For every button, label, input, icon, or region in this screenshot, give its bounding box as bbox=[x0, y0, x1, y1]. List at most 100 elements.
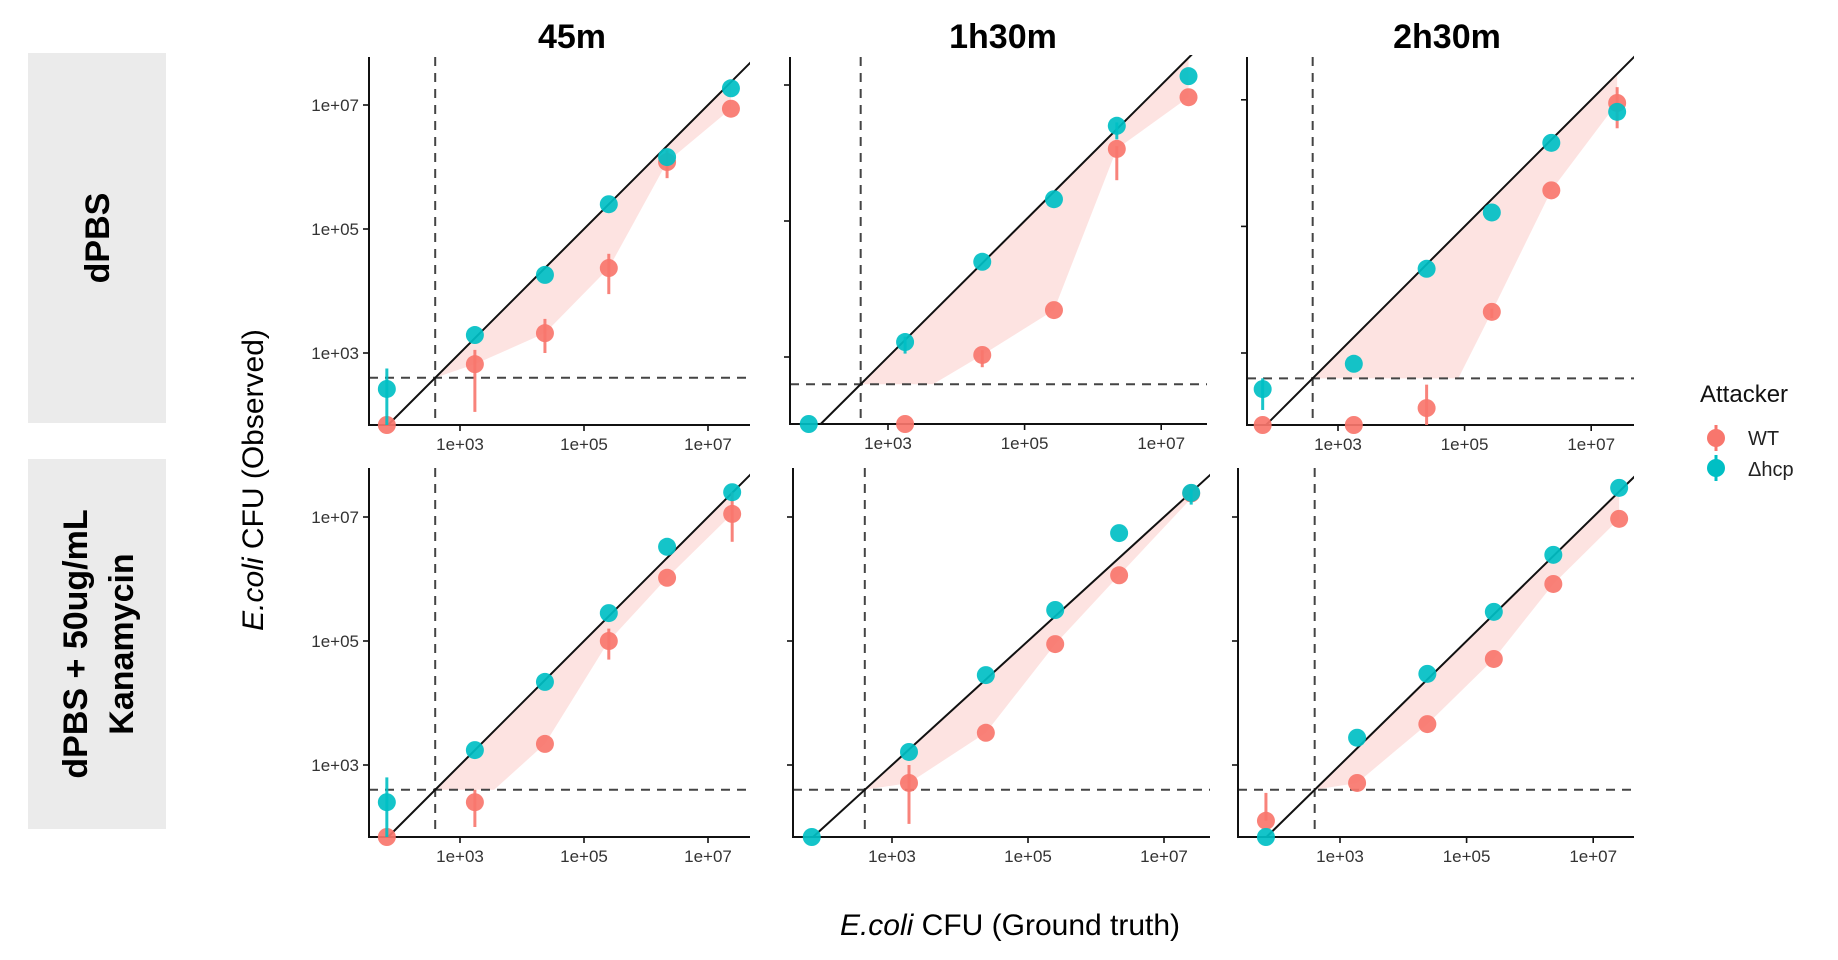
data-point bbox=[723, 483, 742, 502]
x-tick-label: 1e+07 bbox=[1140, 847, 1188, 866]
row-strip-label-line2: Kanamycin bbox=[103, 553, 141, 734]
data-point bbox=[896, 415, 915, 433]
data-point bbox=[465, 793, 484, 812]
data-point bbox=[599, 604, 618, 623]
legend-key-point bbox=[1707, 459, 1725, 477]
x-tick-label: 1e+05 bbox=[1001, 434, 1049, 453]
data-point bbox=[900, 773, 918, 792]
data-point bbox=[721, 79, 740, 98]
data-point bbox=[1110, 566, 1129, 585]
x-tick-label: 1e+07 bbox=[684, 435, 732, 454]
column-title-1h30m: 1h30m bbox=[949, 18, 1057, 56]
legend-entry-wt: WT bbox=[1707, 425, 1779, 451]
data-point bbox=[802, 828, 821, 846]
data-point bbox=[1484, 602, 1503, 621]
data-point bbox=[976, 666, 995, 685]
data-point bbox=[1544, 545, 1563, 564]
row-strip-label: dPBS bbox=[79, 193, 117, 284]
x-axis-title-italic: E.coli bbox=[840, 909, 915, 942]
series-wt bbox=[896, 88, 1198, 433]
series-dhcp bbox=[799, 67, 1198, 433]
data-point bbox=[599, 632, 618, 650]
y-tick-label: 1e+07 bbox=[311, 96, 359, 115]
legend-key-point bbox=[1707, 429, 1725, 447]
panels: 1e+03 1e+03 1e+05 1e+05 1e+07 1e+07 1e+03 1e+05… bbox=[311, 55, 1634, 866]
data-point bbox=[1482, 302, 1501, 321]
x-tick-label: 1e+05 bbox=[1004, 847, 1052, 866]
data-point bbox=[658, 568, 677, 587]
data-point bbox=[1107, 116, 1126, 135]
data-point bbox=[658, 537, 677, 556]
data-point bbox=[1417, 399, 1436, 418]
row-strip-kanamycin: dPBS + 50ug/mL Kanamycin bbox=[28, 459, 166, 829]
x-tick-label: 1e+07 bbox=[684, 847, 732, 866]
data-point bbox=[535, 324, 554, 343]
data-point bbox=[1256, 828, 1275, 846]
y-axis-title-rest: CFU (Observed) bbox=[237, 329, 270, 557]
data-point bbox=[1344, 416, 1363, 434]
data-point bbox=[896, 333, 915, 352]
panel-2: 1e+03 1e+05 1e+07 bbox=[784, 55, 1207, 453]
data-point bbox=[599, 259, 618, 278]
data-point bbox=[377, 793, 396, 812]
data-point bbox=[1544, 574, 1563, 593]
data-point bbox=[1253, 380, 1272, 399]
data-point bbox=[658, 148, 677, 167]
row-strip-label-line1: dPBS + 50ug/mL bbox=[57, 509, 95, 778]
data-point bbox=[723, 504, 742, 523]
panel-6: 1e+03 1e+05 1e+07 bbox=[1232, 468, 1634, 866]
data-point bbox=[465, 326, 484, 345]
legend-entry-dhcp: Δhcp bbox=[1707, 455, 1794, 481]
y-axis-title: E.coli CFU (Observed) bbox=[237, 329, 270, 631]
data-point bbox=[900, 742, 918, 761]
series-dhcp bbox=[802, 483, 1201, 846]
series-wt bbox=[1256, 509, 1629, 830]
identity-line bbox=[819, 55, 1193, 425]
data-point bbox=[1107, 139, 1126, 158]
legend-title: Attacker bbox=[1700, 381, 1788, 408]
identity-line bbox=[1265, 475, 1634, 838]
x-tick-label: 1e+03 bbox=[436, 435, 484, 454]
data-point bbox=[1418, 715, 1437, 734]
series-dhcp bbox=[377, 79, 740, 425]
data-point bbox=[1348, 773, 1367, 792]
x-tick-label: 1e+07 bbox=[1567, 435, 1615, 454]
data-point bbox=[1610, 478, 1629, 497]
data-point bbox=[1542, 181, 1561, 200]
legend-label-dhcp: Δhcp bbox=[1748, 459, 1794, 481]
data-point bbox=[1256, 811, 1275, 830]
data-point bbox=[1482, 203, 1501, 222]
x-tick-label: 1e+05 bbox=[560, 435, 608, 454]
y-tick-label: 1e+05 bbox=[311, 220, 359, 239]
data-point bbox=[1542, 133, 1561, 152]
legend: Attacker WT Δhcp bbox=[1700, 381, 1794, 481]
data-point bbox=[535, 672, 554, 691]
data-point bbox=[1418, 664, 1437, 683]
series-dhcp bbox=[1253, 102, 1627, 410]
row-strip-dpbs: dPBS bbox=[28, 53, 166, 423]
identity-line bbox=[387, 473, 750, 838]
y-axis-title-italic: E.coli bbox=[237, 556, 270, 631]
x-axis-title-rest: CFU (Ground truth) bbox=[913, 909, 1180, 942]
x-tick-label: 1e+03 bbox=[1314, 435, 1362, 454]
data-point bbox=[721, 99, 740, 118]
series-dhcp bbox=[377, 483, 742, 837]
data-point bbox=[1046, 601, 1065, 619]
x-tick-label: 1e+05 bbox=[1441, 435, 1489, 454]
x-axis-title: E.coli CFU (Ground truth) bbox=[840, 909, 1180, 942]
data-point bbox=[1110, 524, 1129, 543]
x-tick-label: 1e+07 bbox=[1137, 434, 1185, 453]
data-point bbox=[535, 734, 554, 753]
data-point bbox=[973, 252, 992, 271]
panel-5: 1e+03 1e+05 1e+07 bbox=[787, 468, 1210, 866]
identity-line bbox=[387, 61, 750, 426]
data-point bbox=[973, 345, 992, 364]
row-strip-background bbox=[28, 459, 166, 829]
y-tick-label: 1e+07 bbox=[311, 508, 359, 527]
column-title-2h30m: 2h30m bbox=[1393, 18, 1501, 56]
data-point bbox=[1253, 416, 1272, 434]
data-point bbox=[599, 195, 618, 214]
x-tick-label: 1e+03 bbox=[864, 434, 912, 453]
data-point bbox=[799, 415, 818, 433]
